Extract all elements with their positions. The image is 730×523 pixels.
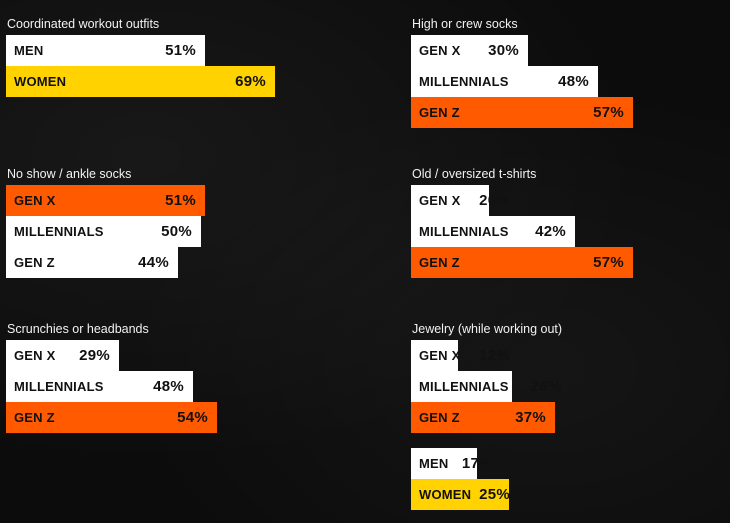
bar-value-label: 51% bbox=[165, 192, 196, 209]
bar-row: GEN Z 44% bbox=[6, 247, 306, 278]
bar-label: GEN Z bbox=[419, 255, 460, 270]
bar-row: GEN Z 57% bbox=[411, 97, 711, 128]
bar-label: MILLENNIALS bbox=[14, 224, 104, 239]
bar-value-label: 17% bbox=[461, 455, 493, 472]
bar bbox=[411, 216, 575, 247]
bar-label: GEN Z bbox=[14, 410, 55, 425]
bar bbox=[6, 340, 119, 371]
bar-value-label: 30% bbox=[488, 42, 519, 59]
bar-value-label: 57% bbox=[593, 104, 624, 121]
bar-row: WOMEN 25% bbox=[411, 479, 711, 510]
bar-label: GEN X bbox=[14, 193, 56, 208]
bar-row: GEN X 51% bbox=[6, 185, 306, 216]
bar-label: MEN bbox=[14, 43, 44, 58]
bar-value-label: 12% bbox=[479, 347, 510, 364]
bar-row: GEN Z 54% bbox=[6, 402, 306, 433]
bar bbox=[6, 185, 205, 216]
bar-label: WOMEN bbox=[419, 487, 472, 502]
bar-label: MILLENNIALS bbox=[14, 379, 104, 394]
chart-title: No show / ankle socks bbox=[7, 167, 132, 181]
bar bbox=[6, 66, 275, 97]
bar bbox=[411, 479, 509, 510]
bar-value-label: 54% bbox=[177, 409, 208, 426]
bar-label: GEN X bbox=[419, 193, 461, 208]
bar-value-label: 37% bbox=[515, 409, 546, 426]
bar-row: GEN Z 57% bbox=[411, 247, 711, 278]
bar-label: MEN bbox=[419, 456, 449, 471]
bar-row: WOMEN 69% bbox=[6, 66, 306, 97]
chart-panel: High or crew socks GEN X 30% MILLENNIALS 48%… bbox=[411, 15, 711, 128]
bar-row: MILLENNIALS 50% bbox=[6, 216, 306, 247]
chart-title: Jewelry (while working out) bbox=[412, 322, 563, 336]
bar-value-label: 20% bbox=[479, 192, 510, 209]
bar bbox=[411, 66, 598, 97]
bar bbox=[411, 371, 512, 402]
bar bbox=[411, 340, 458, 371]
chart-panel: MEN 17% WOMEN 25% bbox=[411, 448, 711, 510]
bar-row: MEN 17% bbox=[411, 448, 711, 479]
bar-label: GEN Z bbox=[419, 410, 460, 425]
bar-value-label: 48% bbox=[153, 378, 184, 395]
bar bbox=[411, 97, 633, 128]
chart-title: Old / oversized t-shirts bbox=[412, 167, 537, 181]
bar bbox=[411, 185, 489, 216]
bar bbox=[411, 448, 477, 479]
bar-row: MILLENNIALS 48% bbox=[411, 66, 711, 97]
bar-value-label: 69% bbox=[235, 73, 266, 90]
bar-value-label: 57% bbox=[593, 254, 624, 271]
bar bbox=[411, 402, 555, 433]
bar-label: MILLENNIALS bbox=[419, 224, 509, 239]
bar bbox=[6, 247, 178, 278]
bar-row: MILLENNIALS 42% bbox=[411, 216, 711, 247]
bar-label: WOMEN bbox=[14, 74, 67, 89]
chart-title: Coordinated workout outfits bbox=[7, 17, 160, 31]
bar-value-label: 42% bbox=[535, 223, 566, 240]
chart-title: Scrunchies or headbands bbox=[7, 322, 149, 336]
bar-label: GEN Z bbox=[419, 105, 460, 120]
bar-value-label: 44% bbox=[138, 254, 169, 271]
bar bbox=[6, 216, 201, 247]
bar bbox=[6, 35, 205, 66]
bar-row: MEN 51% bbox=[6, 35, 306, 66]
bar bbox=[6, 371, 193, 402]
bar-label: GEN X bbox=[419, 348, 461, 363]
bar-value-label: 26% bbox=[530, 378, 562, 395]
chart-panel: Scrunchies or headbands GEN X 29% MILLENNIA… bbox=[6, 320, 306, 433]
bar-label: GEN X bbox=[419, 43, 461, 58]
bar bbox=[411, 35, 528, 66]
bar-row: GEN Z 37% bbox=[411, 402, 711, 433]
bar-label: MILLENNIALS bbox=[419, 379, 509, 394]
bar bbox=[6, 402, 217, 433]
chart-title: High or crew socks bbox=[412, 17, 518, 31]
bar-label: GEN X bbox=[14, 348, 56, 363]
bar-value-label: 51% bbox=[165, 42, 196, 59]
bar-row: GEN X 20% bbox=[411, 185, 711, 216]
chart-panel: No show / ankle socks GEN X 51% MILLENNIALS… bbox=[6, 165, 306, 278]
bar-row: MILLENNIALS 26% bbox=[411, 371, 711, 402]
bar-label: GEN Z bbox=[14, 255, 55, 270]
bar-value-label: 48% bbox=[558, 73, 589, 90]
bar-row: MILLENNIALS 48% bbox=[6, 371, 306, 402]
bar-row: GEN X 30% bbox=[411, 35, 711, 66]
bar-value-label: 25% bbox=[479, 486, 510, 503]
chart-panel: Old / oversized t-shirts GEN X 20% MILLENNI… bbox=[411, 165, 711, 278]
bar-label: MILLENNIALS bbox=[419, 74, 509, 89]
bar-row: GEN X 29% bbox=[6, 340, 306, 371]
chart-panel: Coordinated workout outfits MEN 51% WOMEN 69… bbox=[6, 15, 306, 97]
bar-value-label: 50% bbox=[161, 223, 192, 240]
bar-row: GEN X 12% bbox=[411, 340, 711, 371]
bar-value-label: 29% bbox=[79, 347, 110, 364]
chart-panel: Jewelry (while working out) GEN X 12% MILLE… bbox=[411, 320, 711, 433]
bar bbox=[411, 247, 633, 278]
